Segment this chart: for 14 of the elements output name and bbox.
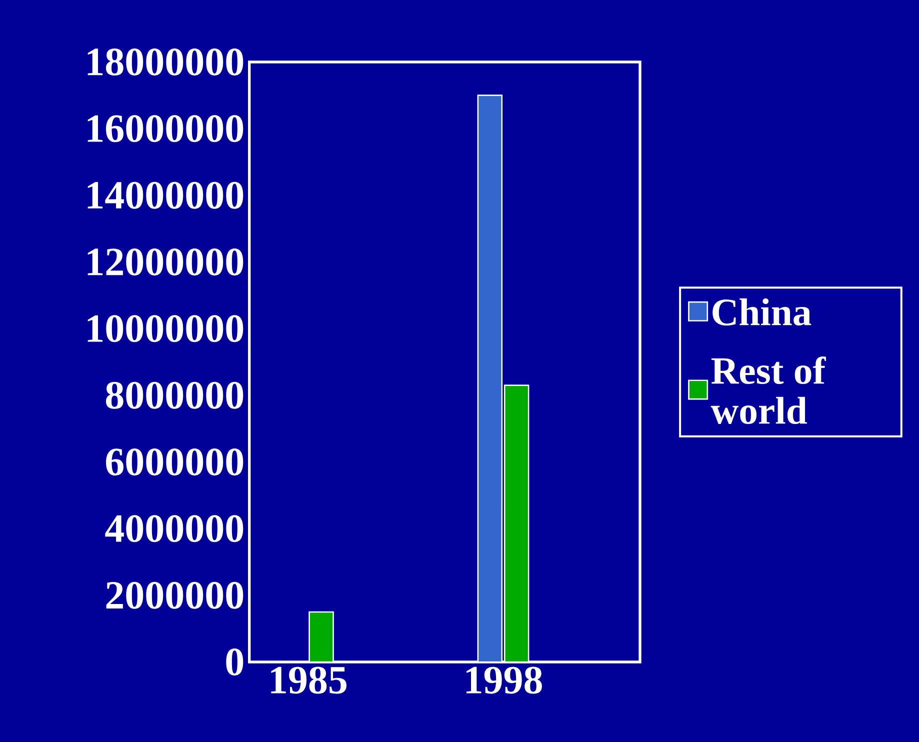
- x-tick-label: 1998: [466, 666, 542, 694]
- y-tick-label: 0: [226, 648, 244, 676]
- legend-label: Rest of world: [710, 356, 826, 424]
- y-tick-label: 14000000: [88, 182, 244, 209]
- y-tick-label: 8000000: [106, 382, 244, 409]
- y-tick-label: 16000000: [88, 115, 244, 142]
- y-tick-label: 12000000: [88, 248, 244, 276]
- y-tick-label: 2000000: [106, 582, 244, 609]
- y-tick-label: 10000000: [88, 315, 244, 342]
- x-tick-label: 1985: [271, 666, 346, 694]
- y-tick-label: 4000000: [105, 515, 244, 542]
- legend-label: China: [712, 298, 812, 326]
- y-tick-label: 6000000: [106, 448, 244, 476]
- y-tick-label: 18000000: [88, 48, 244, 76]
